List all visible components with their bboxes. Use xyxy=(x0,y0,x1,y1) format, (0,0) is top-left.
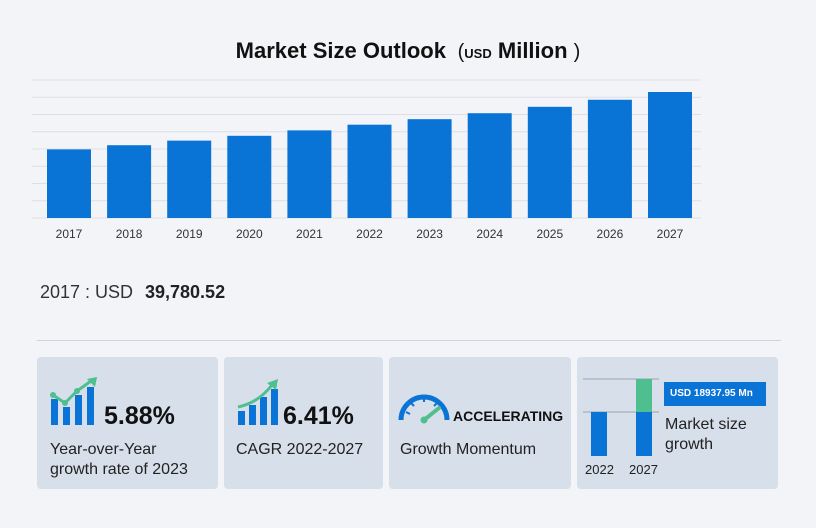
growth-value-badge: USD 18937.95 Mn xyxy=(664,382,766,406)
x-tick-label-2021: 2021 xyxy=(296,227,323,241)
x-tick-label-2023: 2023 xyxy=(416,227,443,241)
unit-close-paren: ) xyxy=(573,41,581,63)
mini-bar-2027-growth xyxy=(636,379,652,412)
x-tick-label-2018: 2018 xyxy=(116,227,143,241)
momentum-caption: Growth Momentum xyxy=(400,441,537,458)
bar-2026 xyxy=(587,99,632,218)
cagr-value: 6.41% xyxy=(283,402,354,430)
x-tick-label-2019: 2019 xyxy=(176,227,203,241)
momentum-value: ACCELERATING xyxy=(453,408,564,424)
bar-2017 xyxy=(47,149,91,218)
cagr-caption: CAGR 2022-2027 xyxy=(236,441,364,458)
chart-bars xyxy=(47,92,692,218)
chart-x-labels: 2017 2018 2019 2020 2021 2022 2023 2024 2025 2026… xyxy=(56,227,684,241)
bar-2019 xyxy=(167,140,212,218)
unit-prefix: USD xyxy=(464,46,492,61)
unit-open-paren: ( xyxy=(452,41,465,63)
x-tick-label-2025: 2025 xyxy=(536,227,563,241)
bar-2018 xyxy=(107,145,152,218)
badge-value: 18937.95 Mn xyxy=(693,388,753,399)
market-caption-line2: growth xyxy=(665,436,714,453)
badge-usd: USD xyxy=(670,388,692,399)
bar-2023 xyxy=(407,119,452,218)
x-tick-label-2017: 2017 xyxy=(56,227,83,241)
x-tick-label-2024: 2024 xyxy=(476,227,503,241)
speedometer-icon xyxy=(398,394,450,424)
x-tick-label-2020: 2020 xyxy=(236,227,263,241)
mini-year-start: 2022 xyxy=(585,462,614,477)
bar-2024 xyxy=(467,113,512,218)
yoy-caption-line1: Year-over-Year xyxy=(50,441,157,458)
bar-2022 xyxy=(347,124,392,218)
market-growth-card: 2022 2027 USD 18937.95 Mn Market size gr… xyxy=(577,357,778,489)
x-tick-label-2026: 2026 xyxy=(597,227,624,241)
momentum-card: ACCELERATING Growth Momentum xyxy=(389,357,571,489)
yoy-caption-line2: growth rate of 2023 xyxy=(50,461,188,478)
bar-chart: 2017 2018 2019 2020 2021 2022 2023 2024 2025 2026… xyxy=(32,79,701,241)
bar-2020 xyxy=(227,135,272,218)
x-tick-label-2022: 2022 xyxy=(356,227,383,241)
mini-year-end: 2027 xyxy=(629,462,658,477)
unit-suffix: Million xyxy=(497,38,568,63)
yoy-card: 5.88% Year-over-Year growth rate of 2023 xyxy=(37,357,218,489)
bar-2021 xyxy=(287,130,332,218)
bar-2027 xyxy=(648,92,692,218)
section-divider xyxy=(37,340,781,341)
x-tick-label-2027: 2027 xyxy=(657,227,684,241)
base-year-value: 39,780.52 xyxy=(145,282,226,302)
chart-title: Market Size Outlook (USD Million ) xyxy=(0,38,816,64)
market-growth-mini-chart xyxy=(583,378,659,456)
bar-2025 xyxy=(527,106,572,218)
rising-bars-icon xyxy=(237,379,278,425)
mini-bar-2022 xyxy=(591,412,607,456)
yoy-value: 5.88% xyxy=(104,402,175,430)
growth-chart-icon xyxy=(50,377,97,425)
base-year-label: 2017 : USD xyxy=(40,282,134,302)
cagr-card: 6.41% CAGR 2022-2027 xyxy=(224,357,383,489)
market-caption-line1: Market size xyxy=(665,416,747,433)
mini-bar-2027-base xyxy=(636,412,652,456)
chart-title-text: Market Size Outlook xyxy=(235,38,446,63)
